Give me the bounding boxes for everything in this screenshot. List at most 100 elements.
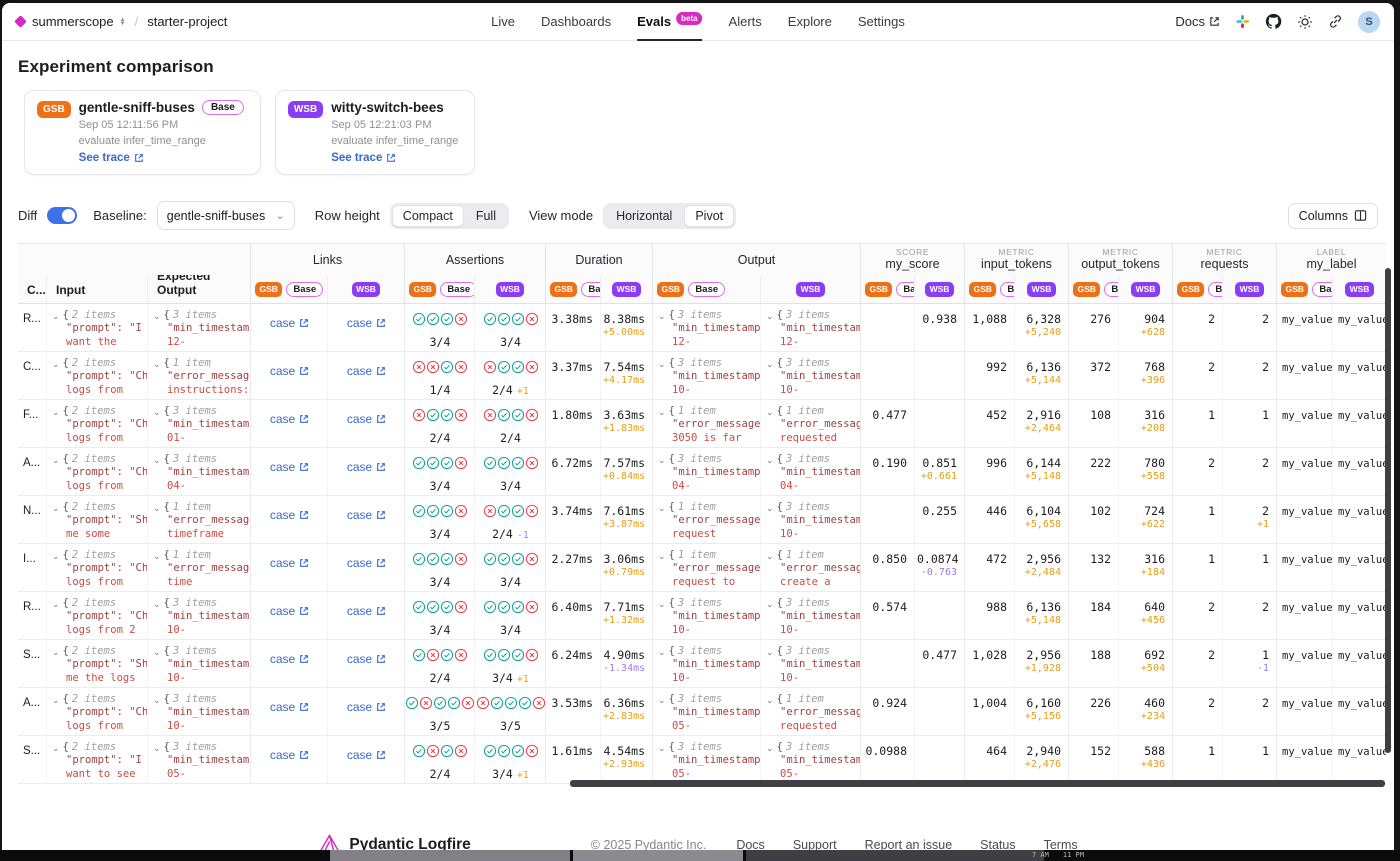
footer-link-docs[interactable]: Docs <box>736 837 765 851</box>
github-icon[interactable] <box>1265 13 1282 30</box>
expand-chevron-icon[interactable]: ⌄ <box>658 646 666 657</box>
expand-chevron-icon[interactable]: ⌄ <box>52 358 60 369</box>
expand-chevron-icon[interactable]: ⌄ <box>153 406 161 417</box>
expand-chevron-icon[interactable]: ⌄ <box>153 598 161 609</box>
expand-chevron-icon[interactable]: ⌄ <box>766 358 774 369</box>
json-brace: { <box>776 309 783 321</box>
baseline-select[interactable]: gentle-sniff-buses ⌄ <box>156 201 295 230</box>
nav-item-settings[interactable]: Settings <box>858 3 905 41</box>
expand-chevron-icon[interactable]: ⌄ <box>658 550 666 561</box>
org-name[interactable]: summerscope <box>32 14 114 29</box>
row-height-option-full[interactable]: Full <box>475 208 496 223</box>
expand-chevron-icon[interactable]: ⌄ <box>766 502 774 513</box>
expand-chevron-icon[interactable]: ⌄ <box>766 310 774 321</box>
expand-chevron-icon[interactable]: ⌄ <box>153 310 161 321</box>
horizontal-scrollbar[interactable] <box>570 780 1385 787</box>
expand-chevron-icon[interactable]: ⌄ <box>153 694 161 705</box>
expand-chevron-icon[interactable]: ⌄ <box>658 454 666 465</box>
expand-chevron-icon[interactable]: ⌄ <box>766 454 774 465</box>
case-link[interactable]: case <box>347 556 386 570</box>
expand-chevron-icon[interactable]: ⌄ <box>658 406 666 417</box>
expand-chevron-icon[interactable]: ⌄ <box>658 502 666 513</box>
footer-link-status[interactable]: Status <box>980 837 1016 851</box>
expand-chevron-icon[interactable]: ⌄ <box>658 358 666 369</box>
expand-chevron-icon[interactable]: ⌄ <box>52 310 60 321</box>
nav-item-evals[interactable]: Evals beta <box>637 3 703 41</box>
case-link[interactable]: case <box>347 460 386 474</box>
case-link[interactable]: case <box>270 316 309 330</box>
footer-link-report-an-issue[interactable]: Report an issue <box>864 837 953 851</box>
see-trace-link[interactable]: See trace <box>331 152 458 164</box>
expand-chevron-icon[interactable]: ⌄ <box>52 550 60 561</box>
expand-chevron-icon[interactable]: ⌄ <box>153 646 161 657</box>
json-item-count: 3 items <box>677 741 723 753</box>
case-link[interactable]: case <box>270 748 309 762</box>
chip-cell-wsb: WSB <box>1118 275 1172 303</box>
expand-chevron-icon[interactable]: ⌄ <box>153 742 161 753</box>
expand-chevron-icon[interactable]: ⌄ <box>52 454 60 465</box>
json-item-count: 2 items <box>71 453 117 465</box>
expand-chevron-icon[interactable]: ⌄ <box>153 550 161 561</box>
columns-button[interactable]: Columns <box>1287 202 1378 229</box>
footer-link-terms[interactable]: Terms <box>1043 837 1078 851</box>
case-link[interactable]: case <box>270 460 309 474</box>
see-trace-link[interactable]: See trace <box>79 152 244 164</box>
case-link[interactable]: case <box>347 412 386 426</box>
org-switcher-icon[interactable]: ▲ ▼ <box>119 16 126 27</box>
case-link[interactable]: case <box>270 412 309 426</box>
theme-toggle-icon[interactable] <box>1297 14 1313 30</box>
json-item-count: 2 items <box>71 405 117 417</box>
requests-wsb: 1 <box>1222 400 1276 447</box>
expand-chevron-icon[interactable]: ⌄ <box>658 694 666 705</box>
assertions-cell: 3/4 <box>404 304 474 351</box>
expand-chevron-icon[interactable]: ⌄ <box>766 694 774 705</box>
case-link[interactable]: case <box>270 700 309 714</box>
expand-chevron-icon[interactable]: ⌄ <box>52 646 60 657</box>
share-link-icon[interactable] <box>1328 14 1343 29</box>
nav-item-alerts[interactable]: Alerts <box>729 3 762 41</box>
expand-chevron-icon[interactable]: ⌄ <box>766 550 774 561</box>
case-link[interactable]: case <box>270 508 309 522</box>
case-link[interactable]: case <box>270 652 309 666</box>
expand-chevron-icon[interactable]: ⌄ <box>153 502 161 513</box>
view-mode-option-horizontal[interactable]: Horizontal <box>616 208 673 223</box>
expand-chevron-icon[interactable]: ⌄ <box>658 598 666 609</box>
case-link[interactable]: case <box>347 748 386 762</box>
group-header-assertions: Assertions <box>404 244 545 275</box>
expand-chevron-icon[interactable]: ⌄ <box>658 742 666 753</box>
expand-chevron-icon[interactable]: ⌄ <box>766 406 774 417</box>
case-link[interactable]: case <box>347 364 386 378</box>
expand-chevron-icon[interactable]: ⌄ <box>766 742 774 753</box>
expand-chevron-icon[interactable]: ⌄ <box>52 502 60 513</box>
case-link[interactable]: case <box>270 604 309 618</box>
docs-link[interactable]: Docs <box>1175 14 1220 29</box>
vertical-scrollbar[interactable] <box>1385 268 1391 753</box>
case-link[interactable]: case <box>270 556 309 570</box>
expand-chevron-icon[interactable]: ⌄ <box>153 454 161 465</box>
expand-chevron-icon[interactable]: ⌄ <box>153 358 161 369</box>
view-mode-option-pivot[interactable]: Pivot <box>684 204 735 227</box>
case-link[interactable]: case <box>347 604 386 618</box>
expand-chevron-icon[interactable]: ⌄ <box>52 598 60 609</box>
expand-chevron-icon[interactable]: ⌄ <box>658 310 666 321</box>
case-link[interactable]: case <box>347 316 386 330</box>
expand-chevron-icon[interactable]: ⌄ <box>52 406 60 417</box>
project-name[interactable]: starter-project <box>147 14 228 29</box>
case-link[interactable]: case <box>347 652 386 666</box>
diff-toggle[interactable] <box>47 207 78 224</box>
group-header-links: Links <box>250 244 404 275</box>
slack-icon[interactable] <box>1235 14 1250 29</box>
user-avatar[interactable]: S <box>1358 10 1380 33</box>
footer-link-support[interactable]: Support <box>792 837 837 851</box>
row-height-option-compact[interactable]: Compact <box>391 204 464 227</box>
expand-chevron-icon[interactable]: ⌄ <box>52 694 60 705</box>
nav-item-explore[interactable]: Explore <box>788 3 832 41</box>
case-link[interactable]: case <box>270 364 309 378</box>
case-link[interactable]: case <box>347 700 386 714</box>
nav-item-live[interactable]: Live <box>491 3 515 41</box>
case-link[interactable]: case <box>347 508 386 522</box>
expand-chevron-icon[interactable]: ⌄ <box>766 598 774 609</box>
expand-chevron-icon[interactable]: ⌄ <box>766 646 774 657</box>
nav-item-dashboards[interactable]: Dashboards <box>541 3 611 41</box>
expand-chevron-icon[interactable]: ⌄ <box>52 742 60 753</box>
